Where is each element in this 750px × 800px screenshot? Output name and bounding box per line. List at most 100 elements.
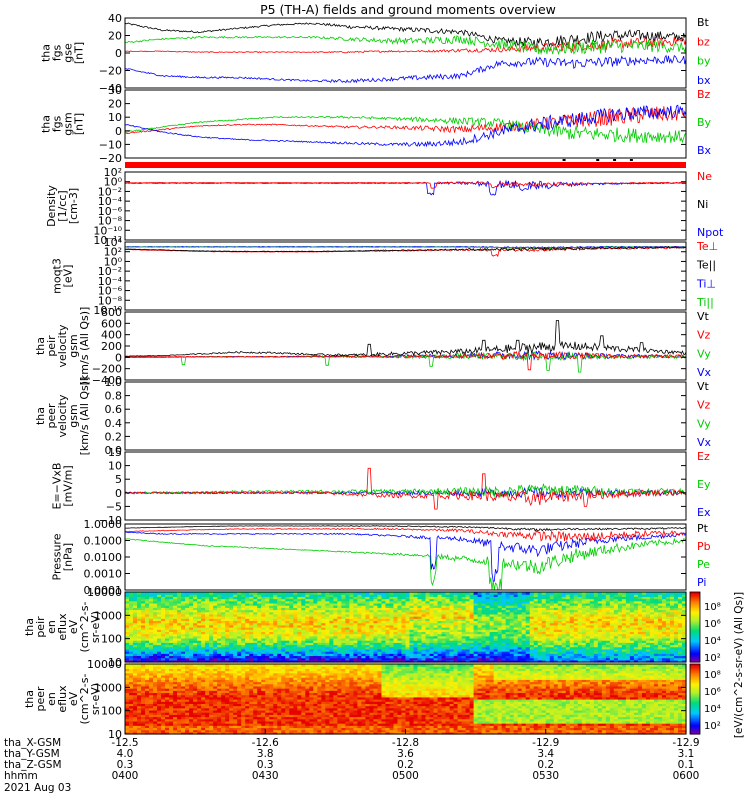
spectrogram-cell [417, 631, 423, 635]
spectrogram-cell [597, 598, 603, 602]
spectrogram-cell [565, 629, 571, 632]
spectrogram-cell [237, 592, 242, 595]
spectrogram-cell [193, 594, 198, 597]
spectrogram-cell [417, 648, 423, 652]
spectrogram-cell [313, 609, 318, 613]
spectrogram-cell [333, 642, 338, 646]
spectrogram-cell [233, 629, 238, 632]
spectrogram-cell [261, 648, 266, 652]
spectrogram-cell [613, 622, 619, 626]
spectrogram-cell [253, 613, 258, 617]
spectrogram-cell [209, 627, 214, 630]
spectrogram-cell [237, 629, 242, 632]
spectrogram-cell [141, 598, 146, 602]
spectrogram-cell [361, 611, 367, 615]
spectrogram-cell [241, 616, 246, 619]
spectrogram-cell [181, 629, 186, 632]
spectrogram-cell [381, 631, 387, 635]
spectrogram-cell [473, 644, 479, 648]
spectrogram-cell [589, 609, 595, 613]
spectrogram-cell [337, 594, 342, 597]
spectrogram-cell [445, 598, 451, 602]
spectrogram-cell [661, 640, 667, 643]
spectrogram-cell [189, 642, 194, 646]
spectrogram-cell [577, 642, 583, 646]
spectrogram-cell [633, 629, 639, 632]
spectrogram-cell [517, 640, 523, 643]
spectrogram-cell [653, 613, 659, 617]
spectrogram-cell [141, 646, 146, 650]
spectrogram-cell [469, 620, 475, 624]
spectrogram-cell [421, 651, 427, 654]
spectrogram-cell [217, 640, 222, 643]
spectrogram-cell [349, 600, 355, 604]
spectrogram-cell [185, 624, 190, 628]
spectrogram-cell [349, 635, 355, 639]
spectrogram-cell [325, 637, 330, 641]
spectrogram-cell [537, 624, 543, 628]
spectrogram-cell [401, 594, 407, 597]
spectrogram-cell [421, 633, 427, 637]
spectrogram-cell [161, 642, 166, 646]
spectrogram-cell [317, 598, 322, 602]
spectrogram-cell [173, 640, 178, 643]
spectrogram-cell [373, 602, 379, 606]
spectrogram-cell [145, 655, 150, 659]
spectrogram-cell [621, 600, 627, 604]
spectrogram-cell [261, 657, 266, 661]
spectrogram-cell [681, 659, 687, 663]
spectrogram-cell [453, 640, 459, 643]
spectrogram-cell [181, 635, 186, 639]
spectrogram-cell [649, 640, 655, 643]
spectrogram-cell [265, 629, 270, 632]
spectrogram-cell [169, 642, 174, 646]
spectrogram-cell [309, 594, 314, 597]
spectrogram-cell [449, 640, 455, 643]
spectrogram-cell [477, 607, 483, 611]
spectrogram-cell [417, 651, 423, 654]
spectrogram-cell [593, 616, 599, 619]
y-axis-label: velocity [56, 394, 69, 437]
spectrogram-cell [129, 607, 134, 611]
spectrogram-cell [509, 651, 515, 654]
spectrogram-cell [601, 651, 607, 654]
spectrogram-cell [633, 633, 639, 637]
spectrogram-cell [201, 622, 206, 626]
spectrogram-cell [457, 651, 463, 654]
spectrogram-cell [465, 600, 471, 604]
spectrogram-cell [349, 659, 355, 663]
spectrogram-cell [337, 607, 342, 611]
spectrogram-cell [489, 618, 495, 622]
spectrogram-cell [505, 646, 511, 650]
spectrogram-cell [321, 637, 326, 641]
spectrogram-cell [193, 620, 198, 624]
spectrogram-cell [605, 620, 611, 624]
spectrogram-cell [137, 602, 142, 606]
spectrogram-cell [193, 629, 198, 632]
spectrogram-cell [477, 635, 483, 639]
spectrogram-cell [385, 616, 391, 619]
spectrogram-cell [385, 659, 391, 663]
spectrogram-cell [469, 648, 475, 652]
spectrogram-cell [629, 635, 635, 639]
spectrogram-cell [473, 600, 479, 604]
spectrogram-cell [553, 637, 559, 641]
spectrogram-cell [301, 648, 306, 652]
spectrogram-cell [133, 692, 138, 696]
spectrogram-cell [409, 609, 415, 613]
spectrogram-cell [125, 725, 130, 729]
spectrogram-cell [517, 653, 523, 657]
spectrogram-cell [489, 646, 495, 650]
spectrogram-cell [425, 646, 431, 650]
spectrogram-cell [413, 644, 419, 648]
spectrogram-cell [233, 594, 238, 597]
spectrogram-cell [561, 618, 567, 622]
spectrogram-cell [153, 640, 158, 643]
spectrogram-cell [305, 611, 310, 615]
spectrogram-cell [421, 659, 427, 663]
spectrogram-cell [481, 605, 487, 608]
spectrogram-cell [529, 637, 535, 641]
spectrogram-cell [181, 594, 186, 597]
spectrogram-cell [529, 653, 535, 657]
spectrogram-cell [213, 594, 218, 597]
